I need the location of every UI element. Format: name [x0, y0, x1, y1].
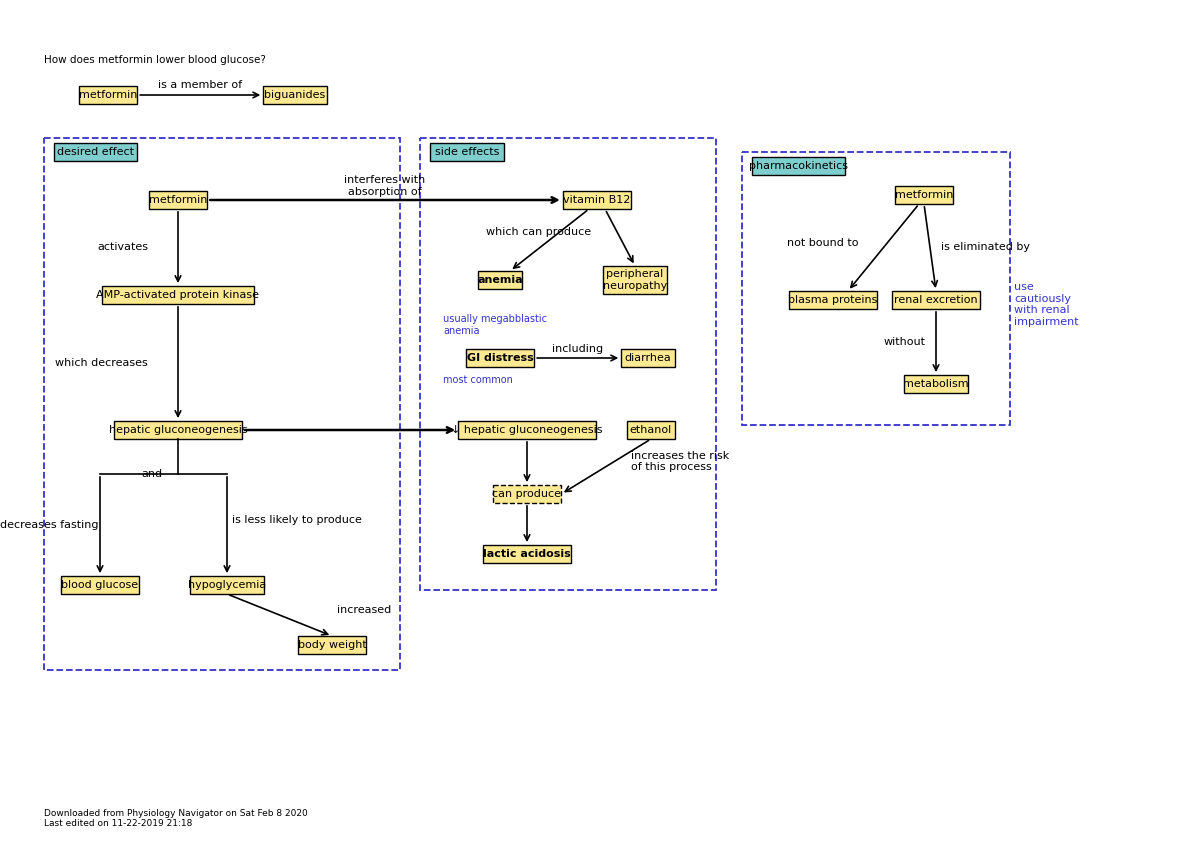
- Text: is a member of: is a member of: [158, 80, 242, 90]
- FancyBboxPatch shape: [430, 143, 504, 161]
- FancyBboxPatch shape: [458, 421, 596, 439]
- Text: metformin: metformin: [895, 190, 953, 200]
- FancyBboxPatch shape: [482, 545, 571, 563]
- Text: interferes with
absorption of: interferes with absorption of: [344, 176, 426, 197]
- FancyBboxPatch shape: [895, 186, 953, 204]
- Text: renal excretion: renal excretion: [894, 295, 978, 305]
- Text: metformin: metformin: [149, 195, 208, 205]
- Text: without: without: [884, 337, 926, 347]
- Text: hepatic gluconeogenesis: hepatic gluconeogenesis: [109, 425, 247, 435]
- FancyBboxPatch shape: [114, 421, 242, 439]
- Text: decreases fasting: decreases fasting: [0, 520, 98, 530]
- FancyBboxPatch shape: [752, 157, 845, 175]
- FancyBboxPatch shape: [892, 291, 980, 309]
- FancyBboxPatch shape: [622, 349, 674, 367]
- Text: blood glucose: blood glucose: [61, 580, 138, 590]
- Text: metformin: metformin: [79, 90, 137, 100]
- Text: is eliminated by: is eliminated by: [941, 243, 1030, 253]
- FancyBboxPatch shape: [79, 86, 137, 104]
- FancyBboxPatch shape: [493, 485, 562, 503]
- FancyBboxPatch shape: [563, 191, 631, 209]
- FancyBboxPatch shape: [788, 291, 877, 309]
- Text: activates: activates: [97, 243, 148, 253]
- Text: use
cautiously
with renal
impairment: use cautiously with renal impairment: [1014, 282, 1079, 326]
- Text: Downloaded from Physiology Navigator on Sat Feb 8 2020
Last edited on 11-22-2019: Downloaded from Physiology Navigator on …: [44, 809, 307, 828]
- Text: vitamin B12: vitamin B12: [563, 195, 631, 205]
- FancyBboxPatch shape: [905, 375, 968, 393]
- Text: not bound to: not bound to: [787, 237, 858, 248]
- FancyBboxPatch shape: [191, 576, 264, 594]
- Text: side effects: side effects: [434, 147, 499, 157]
- Text: metabolism: metabolism: [904, 379, 968, 389]
- Text: which can produce: which can produce: [486, 227, 592, 237]
- Text: pharmacokinetics: pharmacokinetics: [749, 161, 848, 171]
- Text: peripheral
neuropathy: peripheral neuropathy: [602, 269, 667, 291]
- Text: including: including: [552, 344, 604, 354]
- Text: lactic acidosis: lactic acidosis: [484, 549, 571, 559]
- Text: hypoglycemia: hypoglycemia: [188, 580, 266, 590]
- Text: How does metformin lower blood glucose?: How does metformin lower blood glucose?: [44, 55, 266, 65]
- FancyBboxPatch shape: [149, 191, 208, 209]
- Text: diarrhea: diarrhea: [625, 353, 671, 363]
- Text: and: and: [142, 469, 163, 479]
- Text: ethanol: ethanol: [630, 425, 672, 435]
- Text: increases the risk
of this process: increases the risk of this process: [631, 450, 730, 472]
- Text: biguanides: biguanides: [264, 90, 325, 100]
- Text: which decreases: which decreases: [55, 358, 148, 367]
- Text: desired effect: desired effect: [58, 147, 134, 157]
- FancyBboxPatch shape: [263, 86, 326, 104]
- FancyBboxPatch shape: [478, 271, 522, 289]
- Text: increased: increased: [337, 605, 391, 615]
- Text: plasma proteins: plasma proteins: [788, 295, 877, 305]
- FancyBboxPatch shape: [466, 349, 534, 367]
- FancyBboxPatch shape: [61, 576, 139, 594]
- FancyBboxPatch shape: [626, 421, 676, 439]
- Text: most common: most common: [443, 375, 512, 385]
- Text: is less likely to produce: is less likely to produce: [232, 515, 362, 525]
- Text: body weight: body weight: [298, 640, 366, 650]
- Text: can produce: can produce: [492, 489, 562, 499]
- Text: GI distress: GI distress: [467, 353, 533, 363]
- FancyBboxPatch shape: [298, 636, 366, 654]
- Text: AMP-activated protein kinase: AMP-activated protein kinase: [96, 290, 259, 300]
- FancyBboxPatch shape: [604, 266, 667, 294]
- Text: usually megabblastic
anemia: usually megabblastic anemia: [443, 314, 547, 336]
- Text: ↓ hepatic gluconeogenesis: ↓ hepatic gluconeogenesis: [451, 425, 602, 435]
- Text: anemia: anemia: [478, 275, 523, 285]
- FancyBboxPatch shape: [102, 286, 254, 304]
- FancyBboxPatch shape: [54, 143, 138, 161]
